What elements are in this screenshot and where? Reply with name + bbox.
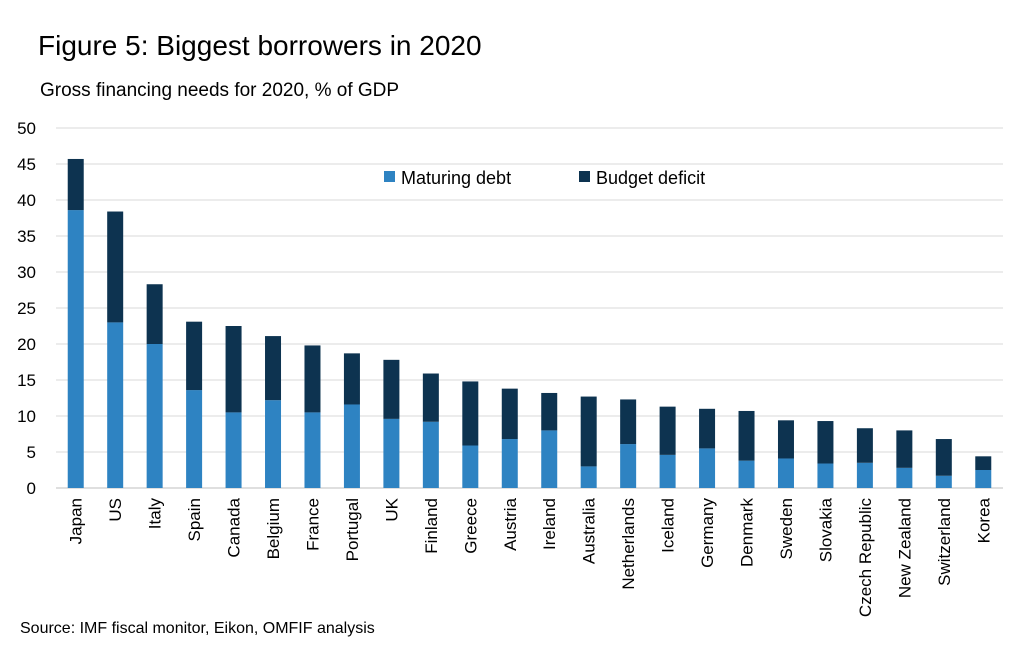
bar-budget-deficit [462, 381, 479, 446]
bar-budget-deficit [225, 326, 242, 413]
bar-maturing-debt [186, 390, 203, 488]
source-note: Source: IMF fiscal monitor, Eikon, OMFIF… [20, 620, 375, 637]
bar-maturing-debt [383, 418, 400, 488]
legend-label-budget-deficit: Budget deficit [596, 168, 705, 188]
y-tick-label: 15 [17, 371, 36, 390]
x-tick-label: Korea [974, 497, 993, 543]
gridlines [56, 127, 1003, 489]
chart-title: Figure 5: Biggest borrowers in 2020 [38, 30, 482, 61]
bar-budget-deficit [304, 345, 321, 413]
bar-budget-deficit [501, 388, 518, 440]
x-tick-label: Finland [422, 498, 441, 554]
bar-budget-deficit [343, 353, 360, 405]
y-tick-label: 40 [17, 191, 36, 210]
bar-maturing-debt [817, 463, 834, 488]
bar-budget-deficit [856, 428, 873, 463]
x-tick-label: Canada [225, 497, 244, 557]
legend: Maturing debt Budget deficit [384, 168, 705, 188]
bar-budget-deficit [896, 430, 913, 468]
x-tick-label: Denmark [738, 498, 757, 567]
x-tick-label: Greece [461, 498, 480, 554]
bar-maturing-debt [67, 210, 84, 488]
x-tick-label: Sweden [777, 498, 796, 559]
y-tick-label: 35 [17, 227, 36, 246]
bar-maturing-debt [304, 412, 321, 488]
bar-budget-deficit [186, 321, 203, 391]
x-tick-label: UK [382, 497, 401, 521]
x-tick-label: Italy [146, 498, 165, 530]
bar-budget-deficit [107, 211, 124, 323]
y-tick-label: 25 [17, 299, 36, 318]
y-tick-label: 45 [17, 155, 36, 174]
x-tick-label: Ireland [540, 498, 559, 550]
legend-swatch-budget-deficit [579, 171, 590, 182]
legend-label-maturing-debt: Maturing debt [401, 168, 511, 188]
y-tick-label: 0 [27, 479, 36, 498]
bar-budget-deficit [777, 420, 794, 459]
x-tick-label: New Zealand [895, 498, 914, 598]
bar-maturing-debt [501, 439, 518, 488]
bar-maturing-debt [620, 444, 637, 488]
x-tick-label: France [303, 498, 322, 551]
bar-maturing-debt [699, 448, 716, 488]
bar-budget-deficit [975, 456, 992, 470]
bar-budget-deficit [541, 392, 558, 431]
bar-maturing-debt [856, 462, 873, 488]
legend-swatch-maturing-debt [384, 171, 395, 182]
bar-maturing-debt [225, 412, 242, 488]
y-tick-label: 50 [17, 119, 36, 138]
bar-maturing-debt [580, 466, 597, 488]
y-axis-ticks: 0 5 10 15 20 25 30 35 40 45 50 [17, 119, 36, 498]
bar-budget-deficit [935, 439, 952, 476]
x-tick-label: Czech Republic [856, 498, 875, 618]
x-tick-label: Japan [67, 498, 86, 544]
bar-maturing-debt [422, 421, 439, 488]
bar-budget-deficit [422, 373, 439, 422]
bar-maturing-debt [738, 460, 755, 488]
bar-maturing-debt [462, 445, 479, 488]
bar-maturing-debt [343, 404, 360, 488]
x-tick-label: Spain [185, 498, 204, 541]
y-tick-label: 10 [17, 407, 36, 426]
bar-maturing-debt [541, 430, 558, 488]
y-tick-label: 5 [27, 443, 36, 462]
bar-maturing-debt [146, 344, 163, 488]
bar-maturing-debt [265, 400, 282, 488]
x-tick-label: Australia [580, 497, 599, 564]
bar-budget-deficit [620, 399, 637, 445]
bar-budget-deficit [817, 421, 834, 464]
x-tick-label: Switzerland [935, 498, 954, 586]
bar-budget-deficit [383, 359, 400, 419]
bar-budget-deficit [580, 396, 597, 467]
x-axis-ticks: Japan US Italy Spain Canada Belgium France Port… [67, 497, 994, 617]
bar-maturing-debt [659, 454, 676, 488]
x-tick-label: Austria [501, 497, 520, 550]
x-tick-label: US [106, 498, 125, 522]
x-tick-label: Belgium [264, 498, 283, 559]
bar-maturing-debt [975, 470, 992, 488]
bar-budget-deficit [738, 410, 755, 461]
y-tick-label: 30 [17, 263, 36, 282]
chart-subtitle: Gross financing needs for 2020, % of GDP [40, 80, 400, 101]
bar-budget-deficit [699, 408, 716, 449]
x-tick-label: Slovakia [816, 497, 835, 562]
bar-maturing-debt [107, 322, 124, 488]
bars [67, 158, 992, 488]
bar-maturing-debt [777, 458, 794, 488]
bar-budget-deficit [659, 406, 676, 455]
bar-budget-deficit [67, 158, 84, 211]
x-tick-label: Portugal [343, 498, 362, 561]
x-tick-label: Iceland [659, 498, 678, 553]
y-tick-label: 20 [17, 335, 36, 354]
x-tick-label: Germany [698, 498, 717, 568]
bar-maturing-debt [935, 475, 952, 488]
x-tick-label: Netherlands [619, 498, 638, 590]
bar-budget-deficit [265, 336, 282, 401]
bar-maturing-debt [896, 467, 913, 488]
bar-budget-deficit [146, 284, 163, 344]
